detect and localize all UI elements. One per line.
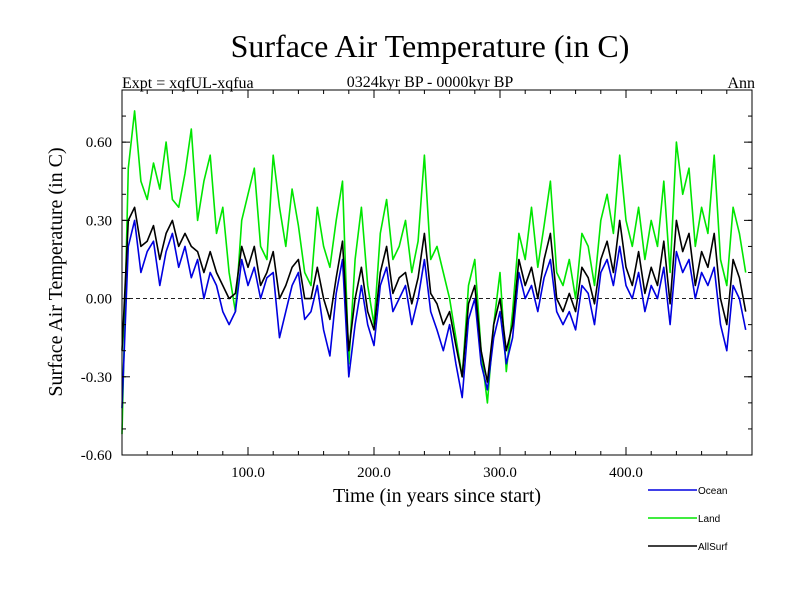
chart-subtitle: 0324kyr BP - 0000kyr BP: [346, 74, 514, 91]
legend-label-ocean: Ocean: [698, 486, 727, 497]
x-tick-label: 300.0: [483, 465, 517, 481]
series-line-land: [121, 110, 747, 435]
y-axis-title: Surface Air Temperature (in C): [45, 147, 67, 396]
series-line-ocean: [121, 219, 747, 409]
series-line-allsurf: [121, 206, 747, 383]
legend-label-allsurf: AllSurf: [698, 542, 728, 553]
y-tick-label: -0.30: [81, 370, 112, 386]
season-label: Ann: [727, 75, 755, 92]
x-axis-title: Time (in years since start): [333, 485, 541, 507]
x-tick-label: 200.0: [357, 465, 391, 481]
y-tick-label: 0.00: [86, 292, 112, 308]
y-tick-label: 0.30: [86, 213, 112, 229]
y-tick-label: -0.60: [81, 448, 112, 464]
chart-title: Surface Air Temperature (in C): [230, 28, 630, 64]
x-tick-label: 400.0: [609, 465, 643, 481]
x-tick-label: 100.0: [231, 465, 265, 481]
legend-label-land: Land: [698, 514, 720, 525]
y-tick-label: 0.60: [86, 135, 112, 151]
experiment-label: Expt = xqfUL-xqfua: [122, 75, 254, 92]
legend: Ocean Land AllSurf: [648, 486, 728, 553]
